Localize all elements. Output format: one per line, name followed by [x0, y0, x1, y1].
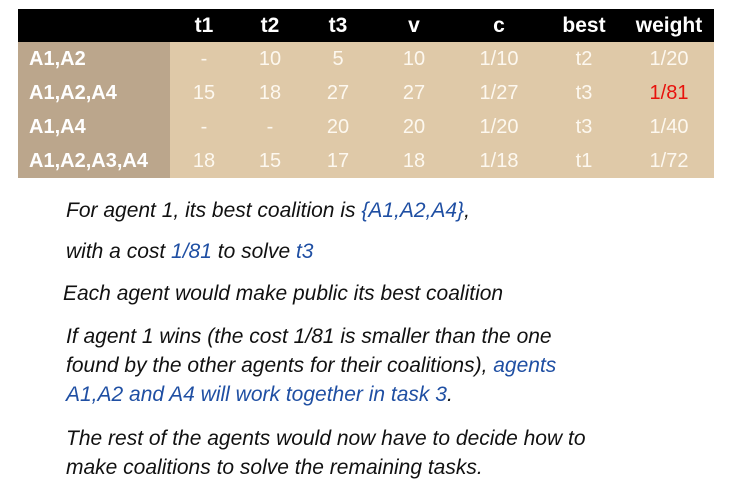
header-t3: t3 [328, 13, 348, 37]
header-v: v [408, 13, 420, 37]
paragraph-make-public: Each agent would make public its best co… [63, 282, 504, 305]
header-t2: t2 [260, 13, 280, 37]
cell-t3: 17 [326, 149, 350, 172]
cell-c: 1/10 [479, 47, 519, 70]
paragraph-text: For agent 1, its best coalition is [66, 199, 362, 222]
cell-t1: - [200, 47, 208, 70]
cell-weight: 1/72 [649, 149, 689, 172]
task-highlight: t3 [295, 240, 314, 263]
agents-highlight: A1,A2 and A4 will work together in task … [66, 383, 447, 406]
paragraph-best-coalition: For agent 1, its best coalition is {A1,A… [66, 197, 470, 224]
paragraph-wins-line1: If agent 1 wins (the cost 1/81 is smalle… [66, 325, 552, 348]
cell-weight: 1/20 [649, 47, 689, 70]
cell-v: 20 [402, 115, 426, 138]
cell-t3: 5 [332, 47, 344, 70]
cell-t2: 10 [258, 47, 282, 70]
cell-best: t3 [575, 81, 593, 104]
cell-t1: 15 [192, 81, 216, 104]
paragraph-text: , [464, 199, 470, 222]
agents-highlight: agents [493, 354, 557, 377]
cell-t2: 18 [258, 81, 282, 104]
cell-t3: 27 [326, 81, 350, 104]
paragraph-rest-line2: make coalitions to solve the remaining t… [66, 456, 483, 479]
coalition-table: t1 t2 t3 v c best weight A1,A2 - 10 5 10… [18, 9, 714, 178]
cell-weight: 1/40 [649, 115, 689, 138]
cell-c: 1/27 [479, 81, 519, 104]
table-row: A1,A4 - - 20 20 1/20 t3 1/40 [18, 110, 714, 144]
coalition-highlight: {A1,A2,A4} [361, 199, 465, 222]
table-row: A1,A2,A4 15 18 27 27 1/27 t3 1/81 [18, 76, 714, 110]
cost-highlight: 1/81 [171, 240, 212, 263]
row-label: A1,A2,A3,A4 [18, 144, 170, 178]
cell-t2: - [266, 115, 274, 138]
cell-best: t1 [575, 149, 593, 172]
cell-weight-highlighted: 1/81 [649, 81, 689, 104]
header-best: best [562, 13, 606, 37]
row-label: A1,A2,A4 [18, 76, 170, 110]
cell-t1: 18 [192, 149, 216, 172]
cell-t1: - [200, 115, 208, 138]
header-corner [18, 9, 170, 42]
paragraph-text: found by the other agents for their coal… [66, 354, 494, 377]
cell-v: 18 [402, 149, 426, 172]
table-row: A1,A2,A3,A4 18 15 17 18 1/18 t1 1/72 [18, 144, 714, 178]
cell-v: 10 [402, 47, 426, 70]
cell-t2: 15 [258, 149, 282, 172]
paragraph-text: to solve [211, 240, 296, 263]
header-t1: t1 [194, 13, 214, 37]
cell-t3: 20 [326, 115, 350, 138]
table-row: A1,A2 - 10 5 10 1/10 t2 1/20 [18, 42, 714, 76]
paragraph-rest-line1: The rest of the agents would now have to… [66, 427, 586, 450]
cell-best: t3 [575, 115, 593, 138]
paragraph-wins-line3: A1,A2 and A4 will work together in task … [66, 381, 453, 408]
paragraph-cost: with a cost 1/81 to solve t3 [66, 238, 313, 265]
row-label: A1,A2 [18, 42, 170, 76]
cell-c: 1/20 [479, 115, 519, 138]
paragraph-text: with a cost [66, 240, 172, 263]
header-weight: weight [635, 13, 703, 37]
cell-best: t2 [575, 47, 593, 70]
table-header-row: t1 t2 t3 v c best weight [18, 9, 714, 42]
cell-v: 27 [402, 81, 426, 104]
cell-c: 1/18 [479, 149, 519, 172]
row-label: A1,A4 [18, 110, 170, 144]
paragraph-wins-line2: found by the other agents for their coal… [66, 352, 556, 379]
header-c: c [493, 13, 505, 37]
paragraph-text: . [446, 383, 453, 406]
